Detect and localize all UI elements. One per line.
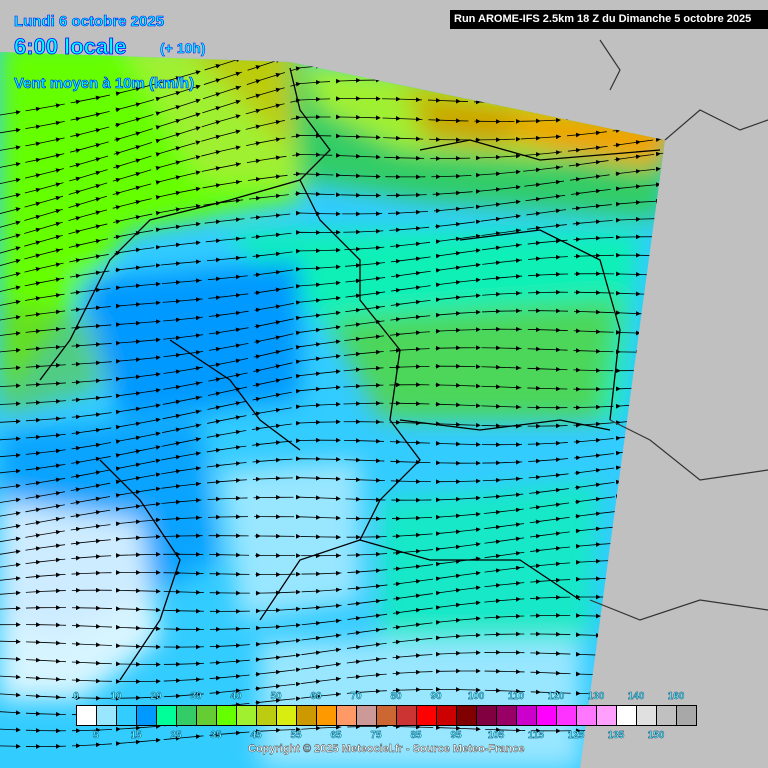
legend-label-bottom: 85	[410, 730, 422, 741]
legend-swatch	[417, 706, 437, 725]
legend-swatch	[517, 706, 537, 725]
legend-swatch	[177, 706, 197, 725]
color-scale-legend	[76, 705, 697, 726]
legend-swatch	[317, 706, 337, 725]
legend-label-bottom: 75	[370, 730, 382, 741]
legend-swatch	[297, 706, 317, 725]
legend-swatch	[217, 706, 237, 725]
legend-swatch	[337, 706, 357, 725]
legend-label-bottom: 35	[210, 730, 222, 741]
legend-label-top: 50	[270, 691, 282, 702]
legend-swatch	[677, 706, 696, 725]
legend-label-bottom: 15	[130, 730, 142, 741]
legend-label-top: 130	[587, 691, 605, 702]
legend-label-bottom: 115	[527, 730, 545, 741]
legend-swatch	[157, 706, 177, 725]
legend-swatch	[237, 706, 257, 725]
legend-label-bottom: 125	[567, 730, 585, 741]
run-info: Run AROME-IFS 2.5km 18 Z du Dimanche 5 o…	[450, 10, 768, 29]
outside-borders	[589, 39, 768, 621]
legend-label-top: 90	[430, 691, 442, 702]
legend-label-bottom: 65	[330, 730, 342, 741]
legend-label-top: 100	[467, 691, 485, 702]
legend-label-bottom: 45	[250, 730, 262, 741]
legend-swatch	[597, 706, 617, 725]
legend-swatch	[497, 706, 517, 725]
legend-swatch	[257, 706, 277, 725]
forecast-date: Lundi 6 octobre 2025	[14, 13, 165, 31]
legend-label-bottom: 135	[607, 730, 625, 741]
legend-label-top: 20	[150, 691, 162, 702]
legend-label-bottom: 150	[647, 730, 665, 741]
legend-swatch	[137, 706, 157, 725]
legend-label-bottom: 25	[170, 730, 182, 741]
legend-swatch	[477, 706, 497, 725]
legend-swatch	[577, 706, 597, 725]
legend-swatch	[277, 706, 297, 725]
legend-swatch	[657, 706, 677, 725]
legend-swatch	[637, 706, 657, 725]
legend-swatch	[457, 706, 477, 725]
legend-label-bottom: 105	[487, 730, 505, 741]
legend-swatch	[97, 706, 117, 725]
legend-label-top: 40	[230, 691, 242, 702]
forecast-offset: (+ 10h)	[160, 40, 206, 57]
legend-label-top: 60	[310, 691, 322, 702]
streamline	[0, 720, 665, 749]
legend-label-top: 30	[190, 691, 202, 702]
streamlines	[0, 52, 665, 749]
legend-label-bottom: 55	[290, 730, 302, 741]
legend-swatch	[357, 706, 377, 725]
legend-label-top: 140	[627, 691, 645, 702]
legend-label-top: 10	[110, 691, 122, 702]
legend-label-top: 0	[73, 691, 79, 702]
legend-swatch	[557, 706, 577, 725]
forecast-time: 6:00 locale	[14, 34, 127, 60]
legend-swatch	[377, 706, 397, 725]
legend-label-bottom: 5	[93, 730, 99, 741]
legend-label-top: 70	[350, 691, 362, 702]
legend-swatch	[617, 706, 637, 725]
copyright: Copyright © 2025 Meteociel.fr - Source M…	[248, 743, 525, 755]
parameter-title: Vent moyen à 10m (km/h)	[14, 75, 195, 93]
country-borders	[39, 67, 661, 681]
legend-label-top: 160	[667, 691, 685, 702]
legend-swatch	[397, 706, 417, 725]
legend-swatch	[537, 706, 557, 725]
legend-swatch	[197, 706, 217, 725]
legend-label-top: 110	[507, 691, 525, 702]
legend-label-top: 120	[547, 691, 565, 702]
legend-swatch	[117, 706, 137, 725]
legend-swatch	[437, 706, 457, 725]
legend-swatch	[77, 706, 97, 725]
legend-label-bottom: 95	[450, 730, 462, 741]
legend-label-top: 80	[390, 691, 402, 702]
